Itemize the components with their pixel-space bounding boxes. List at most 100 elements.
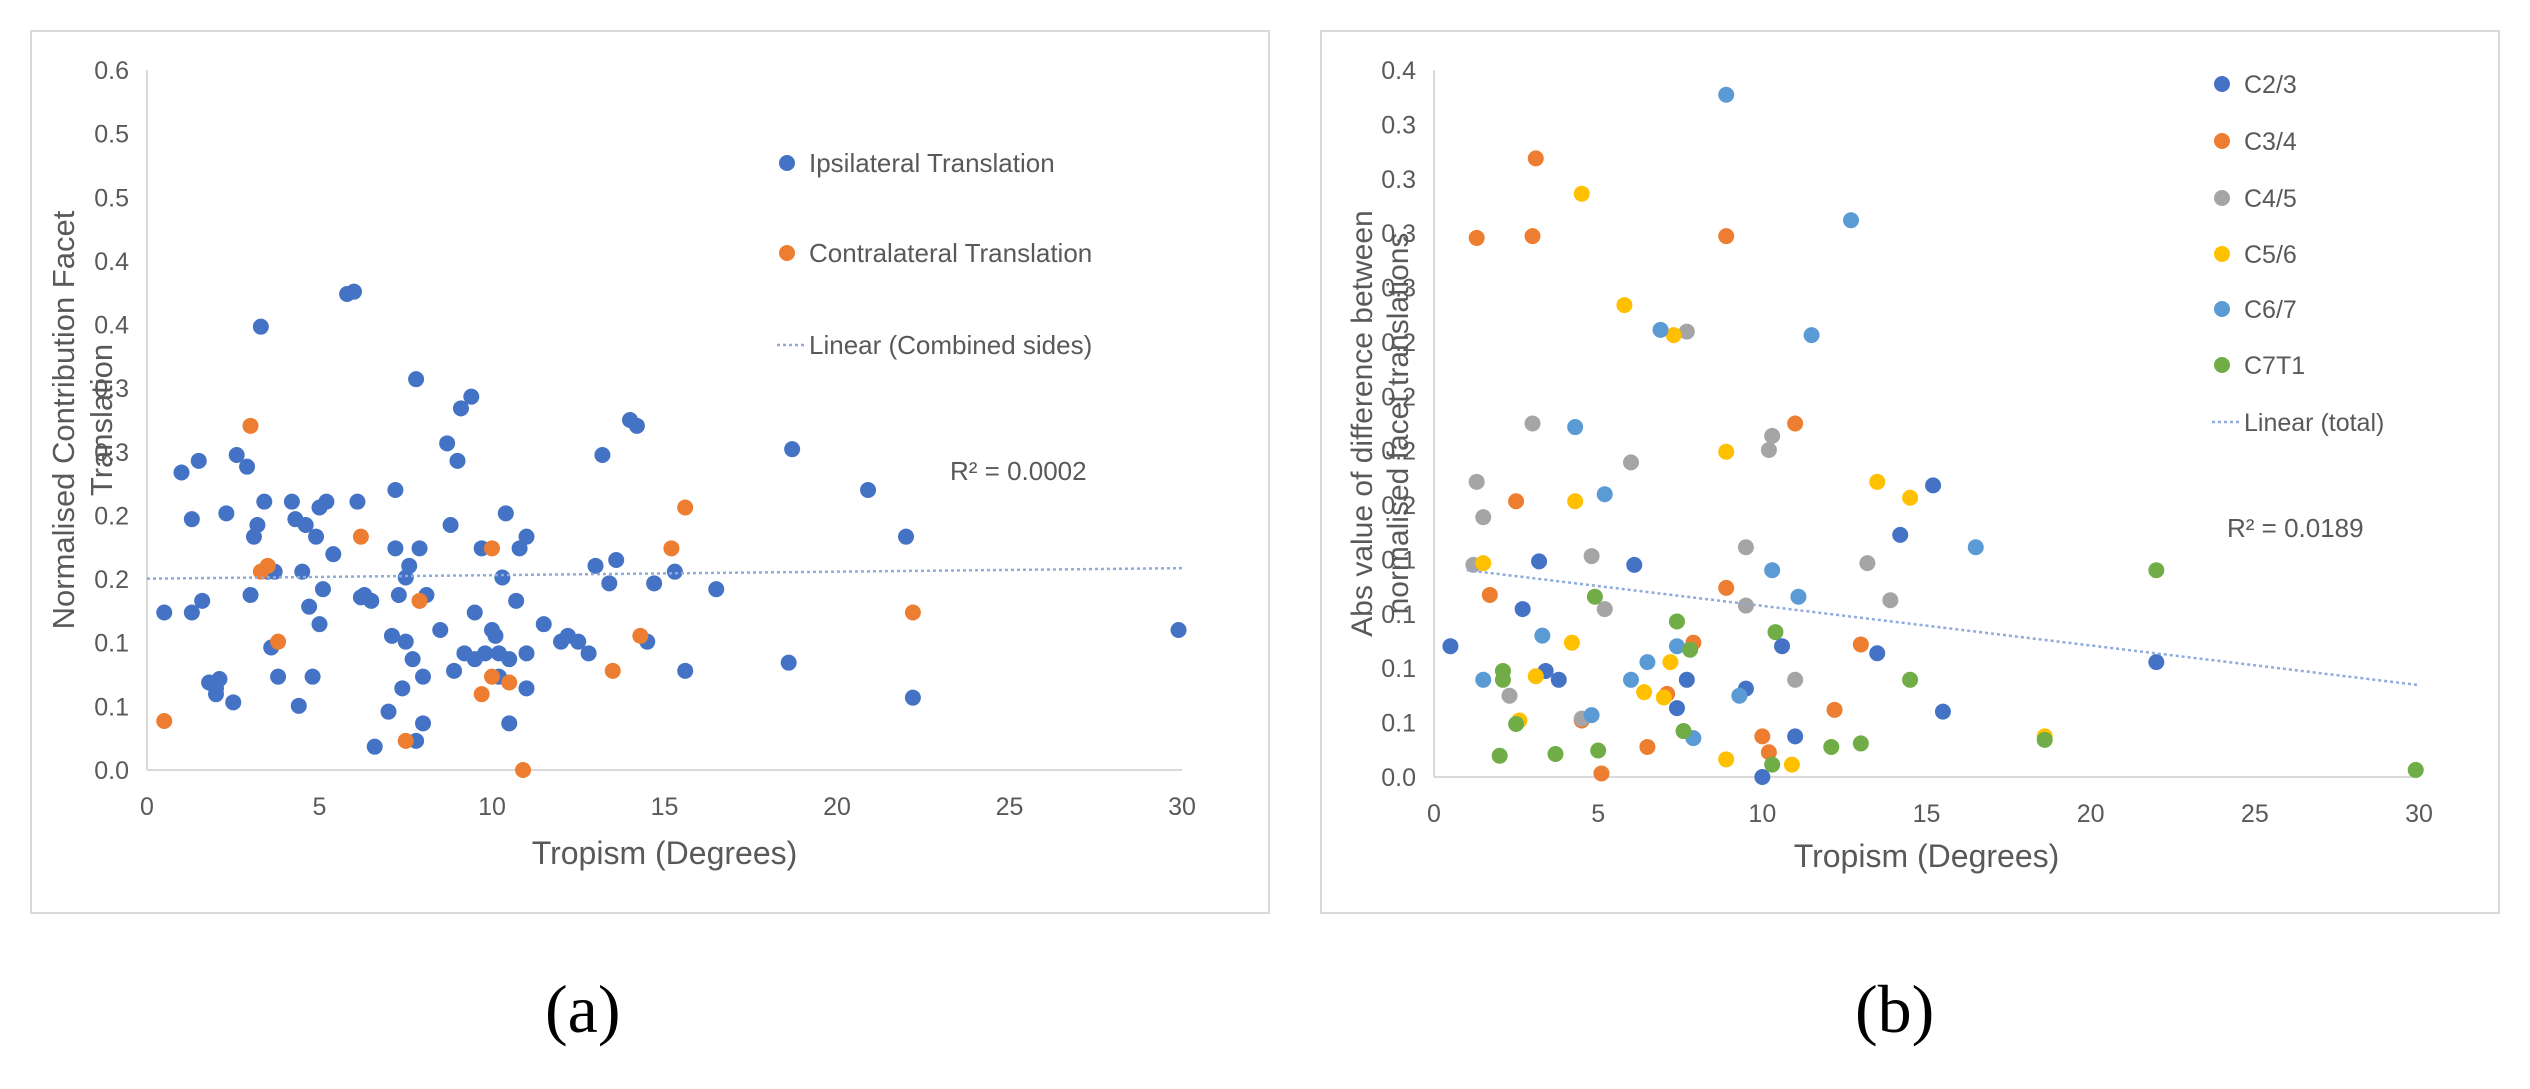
legend-label: Contralateral Translation — [809, 238, 1092, 268]
legend-label: C6/7 — [2244, 296, 2297, 324]
x-tick-label: 25 — [996, 793, 1024, 821]
data-point — [2036, 731, 2053, 748]
data-point — [1668, 613, 1685, 630]
data-point — [1783, 756, 1800, 773]
x-tick-label: 20 — [2077, 800, 2105, 828]
data-point — [1787, 415, 1804, 432]
data-point — [1826, 701, 1843, 718]
data-point — [1902, 671, 1919, 688]
data-point — [1934, 703, 1951, 720]
data-point — [415, 668, 431, 685]
legend-label: Linear (total) — [2244, 409, 2384, 437]
x-tick-label: 30 — [2405, 800, 2433, 828]
data-point — [511, 540, 528, 557]
data-point — [301, 598, 318, 615]
data-point — [311, 616, 328, 633]
y-tick-label: 0.4 — [1381, 57, 1416, 85]
data-point — [411, 540, 428, 557]
y-tick-label: 0.0 — [94, 757, 129, 785]
data-point — [1468, 229, 1485, 246]
data-point — [1869, 473, 1886, 490]
data-point — [663, 540, 680, 557]
data-point — [1737, 597, 1754, 614]
data-point — [1508, 493, 1525, 510]
data-point — [570, 633, 587, 650]
scatter-chart-b: 0.0 0.1 0.1 0.1 0.1 0.2 0.2 0.2 0.2 0.3 0.3 0.3 0.3 0… — [1346, 57, 2433, 874]
data-point — [2407, 761, 2424, 778]
data-point — [449, 452, 466, 469]
data-point — [1718, 579, 1735, 596]
data-point — [860, 482, 877, 498]
data-point — [183, 511, 200, 528]
data-point — [318, 493, 335, 510]
x-tick-label: 30 — [1168, 793, 1196, 821]
x-tick-label: 10 — [1748, 800, 1776, 828]
data-point — [211, 671, 228, 687]
data-point — [1682, 641, 1699, 658]
data-point — [1764, 756, 1781, 773]
data-point — [604, 662, 621, 679]
data-point — [1527, 150, 1544, 167]
data-point — [397, 732, 414, 749]
data-point — [1668, 700, 1685, 717]
data-point — [1527, 668, 1544, 685]
data-point — [1491, 747, 1508, 764]
data-point — [294, 563, 311, 580]
data-point — [535, 616, 552, 633]
data-point — [1573, 185, 1590, 202]
data-point — [518, 528, 535, 545]
data-point — [1767, 624, 1784, 641]
data-point — [473, 686, 490, 703]
y-tick-label: 0.3 — [1381, 220, 1416, 248]
x-tick-label: 0 — [1427, 800, 1441, 828]
data-point — [1508, 715, 1525, 732]
x-tick-label: 5 — [1591, 800, 1605, 828]
data-point — [898, 528, 914, 545]
y-tick-label: 0.2 — [94, 502, 129, 530]
data-point — [1547, 746, 1564, 763]
data-point — [1882, 592, 1899, 609]
data-point — [666, 563, 683, 580]
x-tick-label: 0 — [140, 793, 154, 821]
data-point — [1803, 327, 1820, 344]
data-point — [1593, 765, 1610, 782]
data-point — [283, 493, 300, 510]
r-squared-annotation: R² = 0.0189 — [2227, 513, 2364, 543]
legend-marker — [2214, 357, 2230, 373]
data-point — [259, 557, 276, 574]
data-point — [1665, 327, 1682, 344]
data-point — [270, 633, 287, 650]
y-tick-label: 0.2 — [1381, 329, 1416, 357]
data-point — [366, 738, 383, 755]
data-point — [501, 674, 518, 691]
data-point — [446, 662, 463, 679]
data-point — [1774, 638, 1791, 655]
data-point — [1842, 212, 1859, 229]
data-point — [1678, 671, 1695, 688]
data-point — [1764, 562, 1781, 579]
data-point — [1586, 588, 1603, 605]
r-squared-annotation: R² = 0.0002 — [950, 456, 1087, 486]
data-point — [239, 458, 256, 475]
data-point — [1731, 687, 1748, 704]
data-point — [1596, 601, 1613, 618]
data-point — [1531, 553, 1548, 570]
y-axis-title-line: Normalised Contribution Facet — [46, 210, 81, 629]
x-tick-label: 15 — [651, 793, 679, 821]
y-axis-title-line: Translation — [84, 344, 119, 496]
data-point — [1718, 751, 1735, 768]
data-point — [387, 482, 404, 498]
y-tick-label: 0.3 — [1381, 275, 1416, 303]
data-point — [1524, 415, 1541, 432]
data-point — [308, 528, 325, 545]
data-point — [190, 452, 207, 469]
data-point — [463, 388, 480, 405]
data-point — [518, 645, 535, 662]
data-point — [439, 435, 456, 452]
data-point — [580, 645, 597, 662]
data-point — [904, 689, 921, 706]
data-point — [646, 575, 663, 592]
data-point — [1718, 228, 1735, 245]
data-point — [225, 694, 242, 711]
data-point — [452, 400, 469, 417]
